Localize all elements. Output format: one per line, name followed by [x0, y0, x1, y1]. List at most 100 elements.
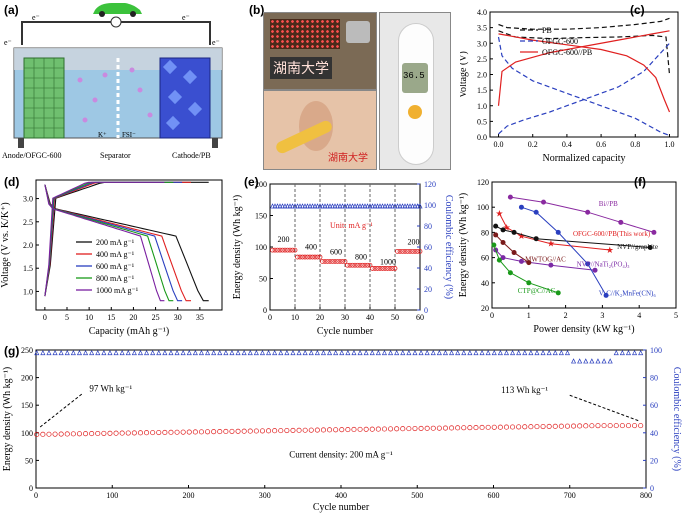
ce-point	[58, 349, 64, 356]
ce-point	[583, 358, 589, 364]
energy-point	[355, 262, 360, 268]
ce-point	[552, 349, 558, 356]
ce-point	[186, 349, 192, 356]
ce-point	[312, 203, 318, 209]
legend-label: OFGC-600	[542, 37, 578, 46]
ce-point	[479, 349, 485, 356]
ce-point	[131, 349, 137, 356]
energy-point	[150, 430, 156, 436]
ce-point	[162, 349, 168, 356]
ce-point	[265, 349, 272, 356]
energy-point	[113, 430, 119, 436]
x-tick-label: 4	[637, 311, 641, 320]
energy-point	[385, 266, 390, 271]
ce-point	[601, 358, 607, 364]
ce-point	[485, 349, 491, 356]
energy-point	[436, 425, 442, 431]
series-label: OFGC-600//PB(This work)	[573, 230, 651, 238]
series-line	[510, 196, 655, 233]
ion-particles	[77, 67, 153, 123]
energy-point	[327, 259, 333, 264]
energy-point	[192, 429, 198, 435]
energy-point	[217, 429, 223, 435]
energy-point	[577, 423, 583, 429]
x-tick-label: 3	[600, 311, 604, 320]
ce-point	[292, 203, 298, 209]
battery-schematic: e⁻ e⁻ e⁻ e⁻ K⁺ FSI⁻ Anode/OFGC-600 Separ…	[2, 3, 223, 160]
x-tick-label: 30	[341, 313, 349, 322]
series-marker	[500, 255, 506, 261]
ce-point	[180, 349, 186, 356]
energy-point	[461, 425, 467, 431]
y-tick-label: 1.5	[477, 86, 487, 95]
y2-tick-label: 20	[650, 456, 658, 465]
ce-point	[217, 349, 223, 356]
ce-point	[296, 349, 302, 356]
ce-point	[297, 203, 303, 209]
ce-point	[372, 203, 378, 209]
energy-point	[516, 424, 522, 430]
y-tick-label: 200	[255, 180, 267, 189]
energy-point	[400, 249, 405, 254]
ce-point	[364, 203, 371, 209]
energy-point	[70, 431, 76, 437]
x-tick-label: 0.6	[596, 140, 606, 149]
panel-c: (c) 0.0 0.2 0.4 0.6 0.8 1.0 0.0 0.5 1.0 1.5 2.0 2.5…	[458, 0, 685, 170]
energy-point	[280, 247, 285, 253]
x-tick-label: 300	[259, 491, 271, 500]
series-marker	[507, 270, 513, 276]
x-tick-label: 600	[488, 491, 500, 500]
y-tick-label: 50	[25, 456, 33, 465]
energy-point	[89, 431, 95, 437]
y-axis-label: Energy density (Wh kg⁻¹)	[2, 367, 13, 471]
ce-point	[287, 203, 293, 209]
y-tick-label: 20	[481, 304, 489, 313]
energy-point	[259, 428, 266, 434]
x-tick-label: 0	[490, 311, 494, 320]
energy-point	[607, 423, 613, 429]
ce-point	[377, 203, 383, 209]
energy-point	[314, 427, 320, 433]
ce-point	[269, 203, 276, 209]
x-tick-label: 800	[640, 491, 652, 500]
energy-point	[552, 423, 558, 429]
series-line	[498, 17, 670, 30]
cathode-label: Cathode/PB	[172, 151, 211, 160]
series-line	[521, 206, 607, 296]
energy-point	[367, 262, 373, 268]
y2-tick-label: 100	[650, 346, 662, 355]
x-tick-label: 10	[291, 313, 299, 322]
ce-point	[82, 349, 89, 356]
ce-point	[284, 349, 290, 356]
ce-point	[229, 349, 235, 356]
ce-point	[211, 349, 217, 356]
ce-point	[491, 349, 497, 356]
x-tick-label: 15	[107, 313, 115, 322]
chart-c: 0.0 0.2 0.4 0.6 0.8 1.0 0.0 0.5 1.0 1.5 2.0 2.5 3.0 3…	[458, 8, 679, 164]
x-tick-label: 0.0	[494, 140, 504, 149]
energy-point	[467, 425, 473, 431]
x-tick-label: 20	[129, 313, 137, 322]
y-tick-label: 250	[21, 346, 33, 355]
ce-point	[613, 349, 619, 356]
ce-point	[143, 349, 150, 356]
energy-point	[370, 266, 375, 271]
energy-point	[632, 423, 638, 429]
ear-photo: 湖南大学	[263, 90, 377, 170]
panel-b: (b) 湖南大学 湖南大学 36.5	[245, 0, 451, 170]
energy-point	[357, 426, 363, 432]
ce-point	[89, 349, 95, 356]
series-marker	[493, 223, 499, 229]
ce-point	[570, 358, 577, 364]
legend-label: 200 mA g⁻¹	[96, 238, 135, 247]
ion-fsi-label: FSI⁻	[122, 131, 136, 139]
energy-point	[397, 249, 403, 254]
y-tick-label: 120	[477, 178, 489, 187]
energy-point	[417, 249, 423, 254]
energy-point	[211, 429, 217, 435]
energy-point	[174, 429, 180, 435]
y2-tick-label: 0	[424, 306, 428, 315]
energy-point	[455, 425, 461, 431]
ce-point	[402, 203, 408, 209]
energy-point	[292, 247, 298, 253]
